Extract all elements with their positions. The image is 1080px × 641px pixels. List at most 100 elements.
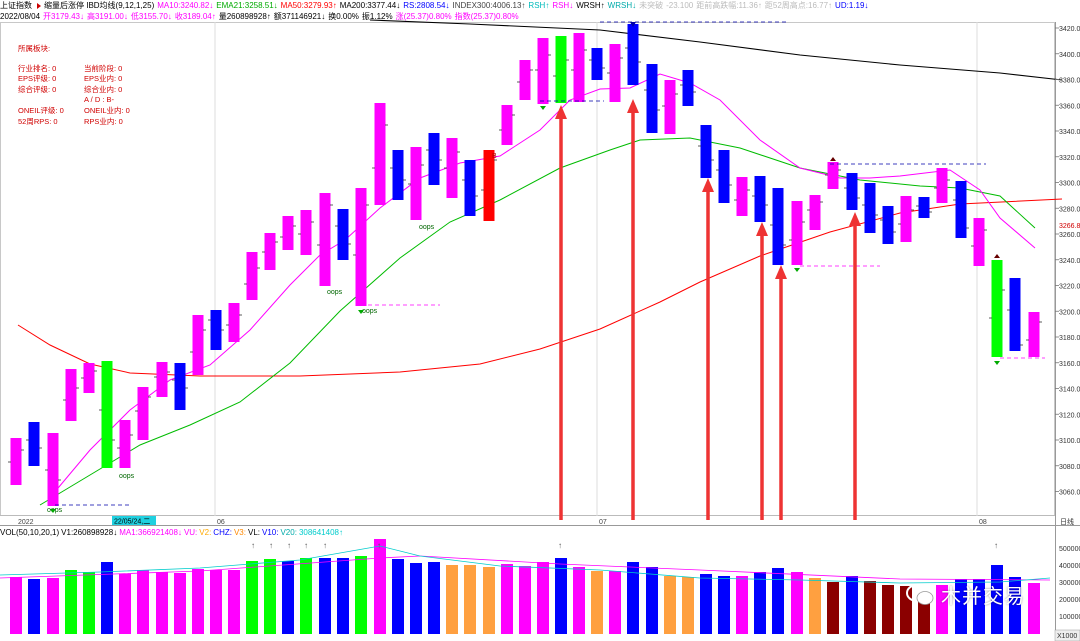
candle-body: [1009, 278, 1021, 351]
candle-body: [955, 181, 967, 238]
volume-bar: [537, 562, 549, 634]
volume-bar: [627, 562, 639, 634]
vol-field-3: VU:: [183, 528, 198, 537]
candle-body: [772, 188, 784, 265]
indicator-1: 缩量后涨停 IBD均线(9,12,1,25): [44, 1, 155, 10]
candles: [8, 24, 1042, 506]
vol-field-9: V20:: [280, 528, 297, 537]
volume-bar: [573, 567, 585, 634]
candle-body: [355, 188, 367, 306]
price-label: 3220.00: [1059, 284, 1080, 291]
vol-up-arrow-icon: ↑: [269, 541, 273, 550]
candle-body: [483, 150, 495, 221]
candle-body: [627, 24, 639, 85]
volume-bar: [1009, 577, 1021, 634]
dropdown-triangle-icon[interactable]: [37, 2, 41, 9]
up-triangle-icon: [994, 254, 1000, 258]
volume-bars: ↑ ↑ ↑ ↑ ↑ ↑ ↑ ↑: [0, 539, 1051, 634]
candle-body: [319, 193, 331, 286]
oops-label: oops: [362, 308, 378, 315]
candle-body: [537, 38, 549, 104]
indicator-13: -23.100: [666, 1, 694, 10]
indicator-2: MA10:3240.82↓: [157, 1, 214, 10]
price-label: 3360.00: [1059, 103, 1080, 110]
vol-up-arrow-icon: ↑: [994, 541, 998, 550]
down-triangle-icon: [794, 268, 800, 272]
candle-body: [464, 160, 476, 216]
vol-field-10: 308641408↑: [298, 528, 343, 537]
volume-bar: [10, 577, 22, 634]
candle-body: [809, 195, 821, 230]
candle-body: [827, 162, 839, 189]
candle-body: [119, 420, 131, 468]
volume-bar: [772, 568, 784, 634]
volume-bar: [174, 573, 186, 634]
info-row: A / D : B-: [18, 95, 168, 106]
volume-bar: [410, 563, 422, 634]
volume-bar: [319, 558, 331, 634]
indicator-12: 未突破: [639, 1, 664, 10]
volume-header: VOL(50,10,20,1) V1:260898928↓ MA1:36692140…: [0, 527, 345, 539]
date-label: 08: [979, 519, 987, 526]
candle-body: [282, 216, 294, 250]
price-label: 3420.00: [1059, 26, 1080, 33]
vol-field-7: VL:: [247, 528, 260, 537]
price-label: 3160.00: [1059, 361, 1080, 368]
ohlc-field-0: 2022/08/04: [0, 12, 41, 21]
candle-body: [156, 362, 168, 397]
candle-body: [428, 133, 440, 185]
down-triangle-icon: [630, 22, 636, 27]
down-triangle-icon: [540, 106, 546, 110]
candle-body: [101, 361, 113, 468]
info-cell: [18, 95, 84, 106]
dashed-levels: [55, 21, 1045, 506]
vol-label: 300000: [1059, 580, 1080, 587]
candle-body: [264, 233, 276, 270]
candle-body: [137, 387, 149, 440]
volume-bar: [973, 579, 985, 634]
price-label: 3260.00: [1059, 232, 1080, 239]
current-price-label: 3266.8: [1059, 223, 1080, 230]
volume-bar: [300, 558, 312, 634]
candle-body: [591, 48, 603, 80]
indicator-11: WRSH↓: [607, 1, 637, 10]
info-row: 52周RPS: 0 RPS业内: 0: [18, 117, 168, 128]
indicator-9: RSH↓: [552, 1, 574, 10]
price-label: 3120.00: [1059, 412, 1080, 419]
candle-body: [900, 196, 912, 242]
vol-field-0: VOL(50,10,20,1): [0, 528, 60, 537]
volume-bar: [65, 570, 77, 634]
candle-body: [47, 433, 59, 506]
candle-body: [573, 33, 585, 102]
volume-bar: [882, 585, 894, 634]
volume-bar: [754, 572, 766, 634]
candle-body: [392, 150, 404, 200]
volume-bar: [591, 571, 603, 634]
candle-body: [754, 176, 766, 222]
indicator-header: 上证指数 缩量后涨停 IBD均线(9,12,1,25) MA10:3240.82↓ E…: [0, 0, 1050, 12]
volume-bar: [156, 572, 168, 634]
axes: 3420.00 3400.00 3380.00 3360.00 3340.00 3320.…: [18, 26, 1080, 641]
signal-marks: oopsoopsoopsoopsoopsB: [47, 22, 1000, 514]
candle-body: [791, 201, 803, 265]
candle-body: [682, 70, 694, 106]
candle-body: [664, 80, 676, 134]
vol-label: 400000: [1059, 563, 1080, 570]
candle-body: [991, 260, 1003, 357]
candle-body: [1028, 312, 1040, 357]
volume-bar: [192, 569, 204, 634]
watermark: 木并交易: [905, 580, 1025, 609]
candle-body: [846, 173, 858, 210]
indicator-6: RS:2808.54↓: [403, 1, 450, 10]
down-triangle-icon: [358, 310, 364, 314]
volume-bar: [864, 581, 876, 634]
candle-body: [300, 210, 312, 255]
volume-bar: [392, 559, 404, 634]
candle-body: [700, 125, 712, 178]
vol-up-arrow-icon: ↑: [323, 541, 327, 550]
volume-bar: [246, 561, 258, 634]
volume-bar: [137, 570, 149, 634]
vol-field-1: V1:260898928↓: [61, 528, 118, 537]
date-gridlines: [214, 22, 978, 516]
